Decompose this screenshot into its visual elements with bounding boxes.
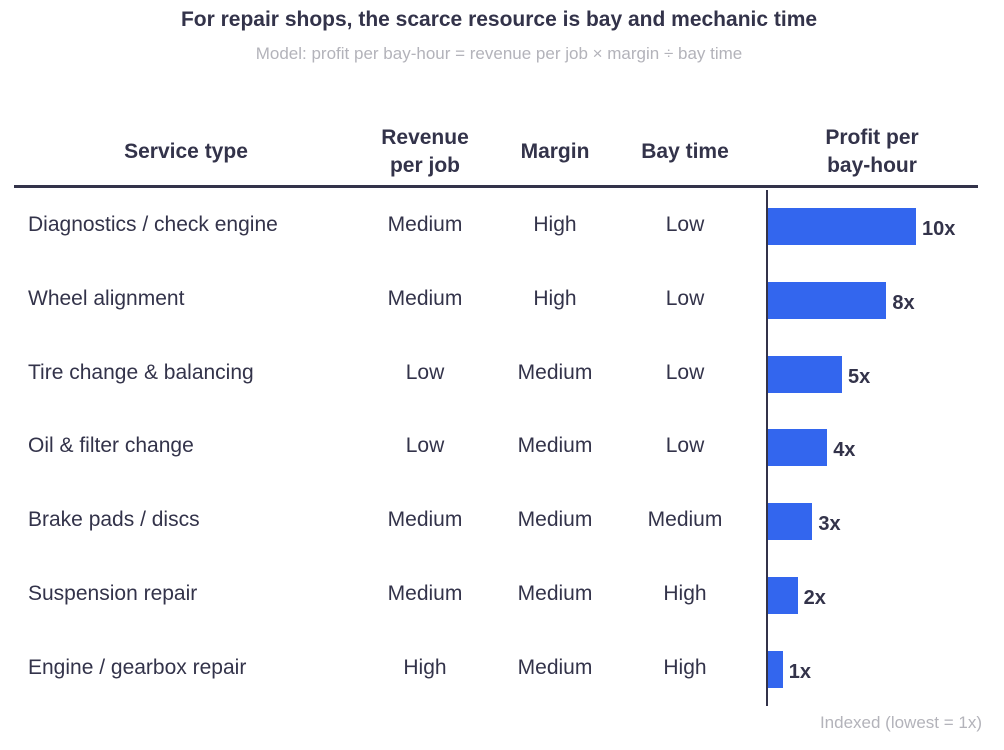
service-type-cell: Suspension repair <box>28 582 198 605</box>
profit-bar-label: 2x <box>803 587 826 609</box>
revenue-per-job-cell: High <box>403 655 447 679</box>
service-type-cell: Tire change & balancing <box>28 360 254 384</box>
table-row: Wheel alignment Medium High Low 8x <box>0 279 1004 319</box>
profit-bar <box>768 355 842 393</box>
revenue-per-job-cell: Medium <box>387 508 463 532</box>
profit-bar <box>768 577 798 614</box>
profit-bar <box>768 208 916 245</box>
profit-bar <box>768 281 887 319</box>
margin-cell: Medium <box>517 434 593 458</box>
chart-title: For repair shops, the scarce resource is… <box>180 8 818 31</box>
bay-time-cell: Medium <box>647 508 723 532</box>
header-divider <box>14 185 978 188</box>
margin-cell: Medium <box>517 582 593 605</box>
table-row: Diagnostics / check engine Medium High Low 1… <box>0 205 1004 245</box>
bar-axis-line <box>766 190 768 706</box>
header-profit-line2: bay-hour <box>827 154 917 177</box>
margin-cell: Medium <box>517 360 593 384</box>
revenue-per-job-cell: Low <box>405 434 445 458</box>
header-revenue-line2: per job <box>389 154 460 177</box>
footnote: Indexed (lowest = 1x) <box>819 713 982 732</box>
margin-cell: Medium <box>517 655 593 679</box>
profit-bar <box>768 429 828 467</box>
service-type-cell: Diagnostics / check engine <box>28 213 278 236</box>
service-type-cell: Engine / gearbox repair <box>28 655 247 679</box>
service-type-cell: Oil & filter change <box>28 434 194 458</box>
header-profit-line1: Profit per <box>825 126 919 149</box>
profit-bar <box>768 503 813 541</box>
header-margin: Margin <box>520 140 590 163</box>
bay-time-cell: Low <box>665 286 705 310</box>
header-revenue-per-job: Revenue per job <box>360 124 490 180</box>
profit-bar-label: 8x <box>892 291 915 314</box>
table-row: Oil & filter change Low Medium Low 4x <box>0 426 1004 467</box>
table-row: Tire change & balancing Low Medium Low 5x <box>0 353 1004 393</box>
bay-time-cell: High <box>663 655 707 679</box>
service-type-cell: Wheel alignment <box>28 286 185 310</box>
bay-time-cell: Low <box>665 213 705 236</box>
profit-bar-label: 10x <box>922 218 956 240</box>
chart-subtitle: Model: profit per bay-hour = revenue per… <box>255 44 743 63</box>
table-row: Brake pads / discs Medium Medium Medium 3x <box>0 500 1004 541</box>
table-row: Engine / gearbox repair High Medium High 1x <box>0 648 1004 688</box>
header-bay-time: Bay time <box>641 140 729 163</box>
profit-bar-label: 3x <box>818 513 841 536</box>
profit-bar <box>768 650 783 688</box>
bay-time-cell: Low <box>665 360 705 384</box>
revenue-per-job-cell: Medium <box>387 213 463 236</box>
bay-time-cell: High <box>663 582 707 605</box>
margin-cell: Medium <box>517 508 593 532</box>
header-service-type: Service type <box>124 140 248 163</box>
header-revenue-line1: Revenue <box>381 126 469 149</box>
table-row: Suspension repair Medium Medium High 2x <box>0 574 1004 614</box>
header-profit-per-bay-hour: Profit per bay-hour <box>782 124 962 180</box>
profit-bar-label: 4x <box>833 439 856 462</box>
profit-bar-label: 1x <box>788 660 812 683</box>
bay-time-cell: Low <box>665 434 705 458</box>
margin-cell: High <box>533 213 577 236</box>
revenue-per-job-cell: Medium <box>387 582 463 605</box>
margin-cell: High <box>533 286 577 310</box>
revenue-per-job-cell: Low <box>405 360 445 384</box>
revenue-per-job-cell: Medium <box>387 286 463 310</box>
profit-bar-label: 5x <box>848 365 871 388</box>
service-type-cell: Brake pads / discs <box>28 508 200 532</box>
